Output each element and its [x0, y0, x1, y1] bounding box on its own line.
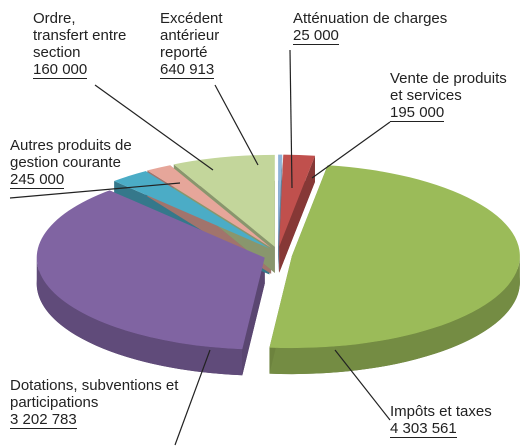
slice — [269, 165, 520, 349]
value-label: 245 000 — [10, 171, 65, 189]
category-label: Vente de produits et services — [390, 70, 507, 104]
slice — [279, 154, 316, 247]
slice-label: Autres produits de gestion courante 245 0… — [10, 137, 160, 189]
value-label: 160 000 — [33, 61, 88, 79]
leader-line — [289, 49, 293, 189]
category-label: Atténuation de charges — [293, 10, 448, 27]
slice — [147, 165, 272, 248]
leader-line — [174, 349, 211, 446]
slice-label: Vente de produits et services 195 000 — [390, 70, 520, 122]
slice — [173, 154, 275, 247]
leader-line — [9, 182, 181, 199]
leader-line — [311, 121, 391, 179]
category-label: Autres produits de gestion courante — [10, 137, 132, 171]
value-label: 4 303 561 — [390, 420, 457, 438]
slice-label: Ordre, transfert entre section 160 000 — [33, 10, 133, 79]
leader-line — [214, 84, 259, 166]
value-label: 640 913 — [160, 61, 215, 79]
slice-face — [279, 155, 316, 273]
slice — [36, 190, 265, 350]
slice-side — [36, 257, 243, 376]
value-label: 25 000 — [293, 27, 339, 45]
value-label: 3 202 783 — [10, 411, 77, 429]
slice — [114, 171, 270, 249]
leader-line — [94, 84, 214, 171]
category-label: Impôts et taxes — [390, 403, 492, 420]
slice — [278, 154, 283, 247]
category-label: Ordre, transfert entre section — [33, 10, 127, 61]
slice-face — [242, 257, 265, 376]
value-label: 195 000 — [390, 104, 445, 122]
slice-label: Excédent antérieur reporté 640 913 — [160, 10, 235, 79]
category-label: Excédent antérieur reporté — [160, 10, 223, 61]
slice-face — [278, 154, 283, 273]
category-label: Dotations, subventions et participations — [10, 377, 179, 411]
leader-line — [334, 349, 391, 421]
slice-label: Atténuation de charges 25 000 — [293, 10, 523, 45]
slice-label: Dotations, subventions et participations… — [10, 377, 180, 429]
slice-side — [269, 256, 520, 375]
slice-label: Impôts et taxes 4 303 561 — [390, 403, 530, 438]
